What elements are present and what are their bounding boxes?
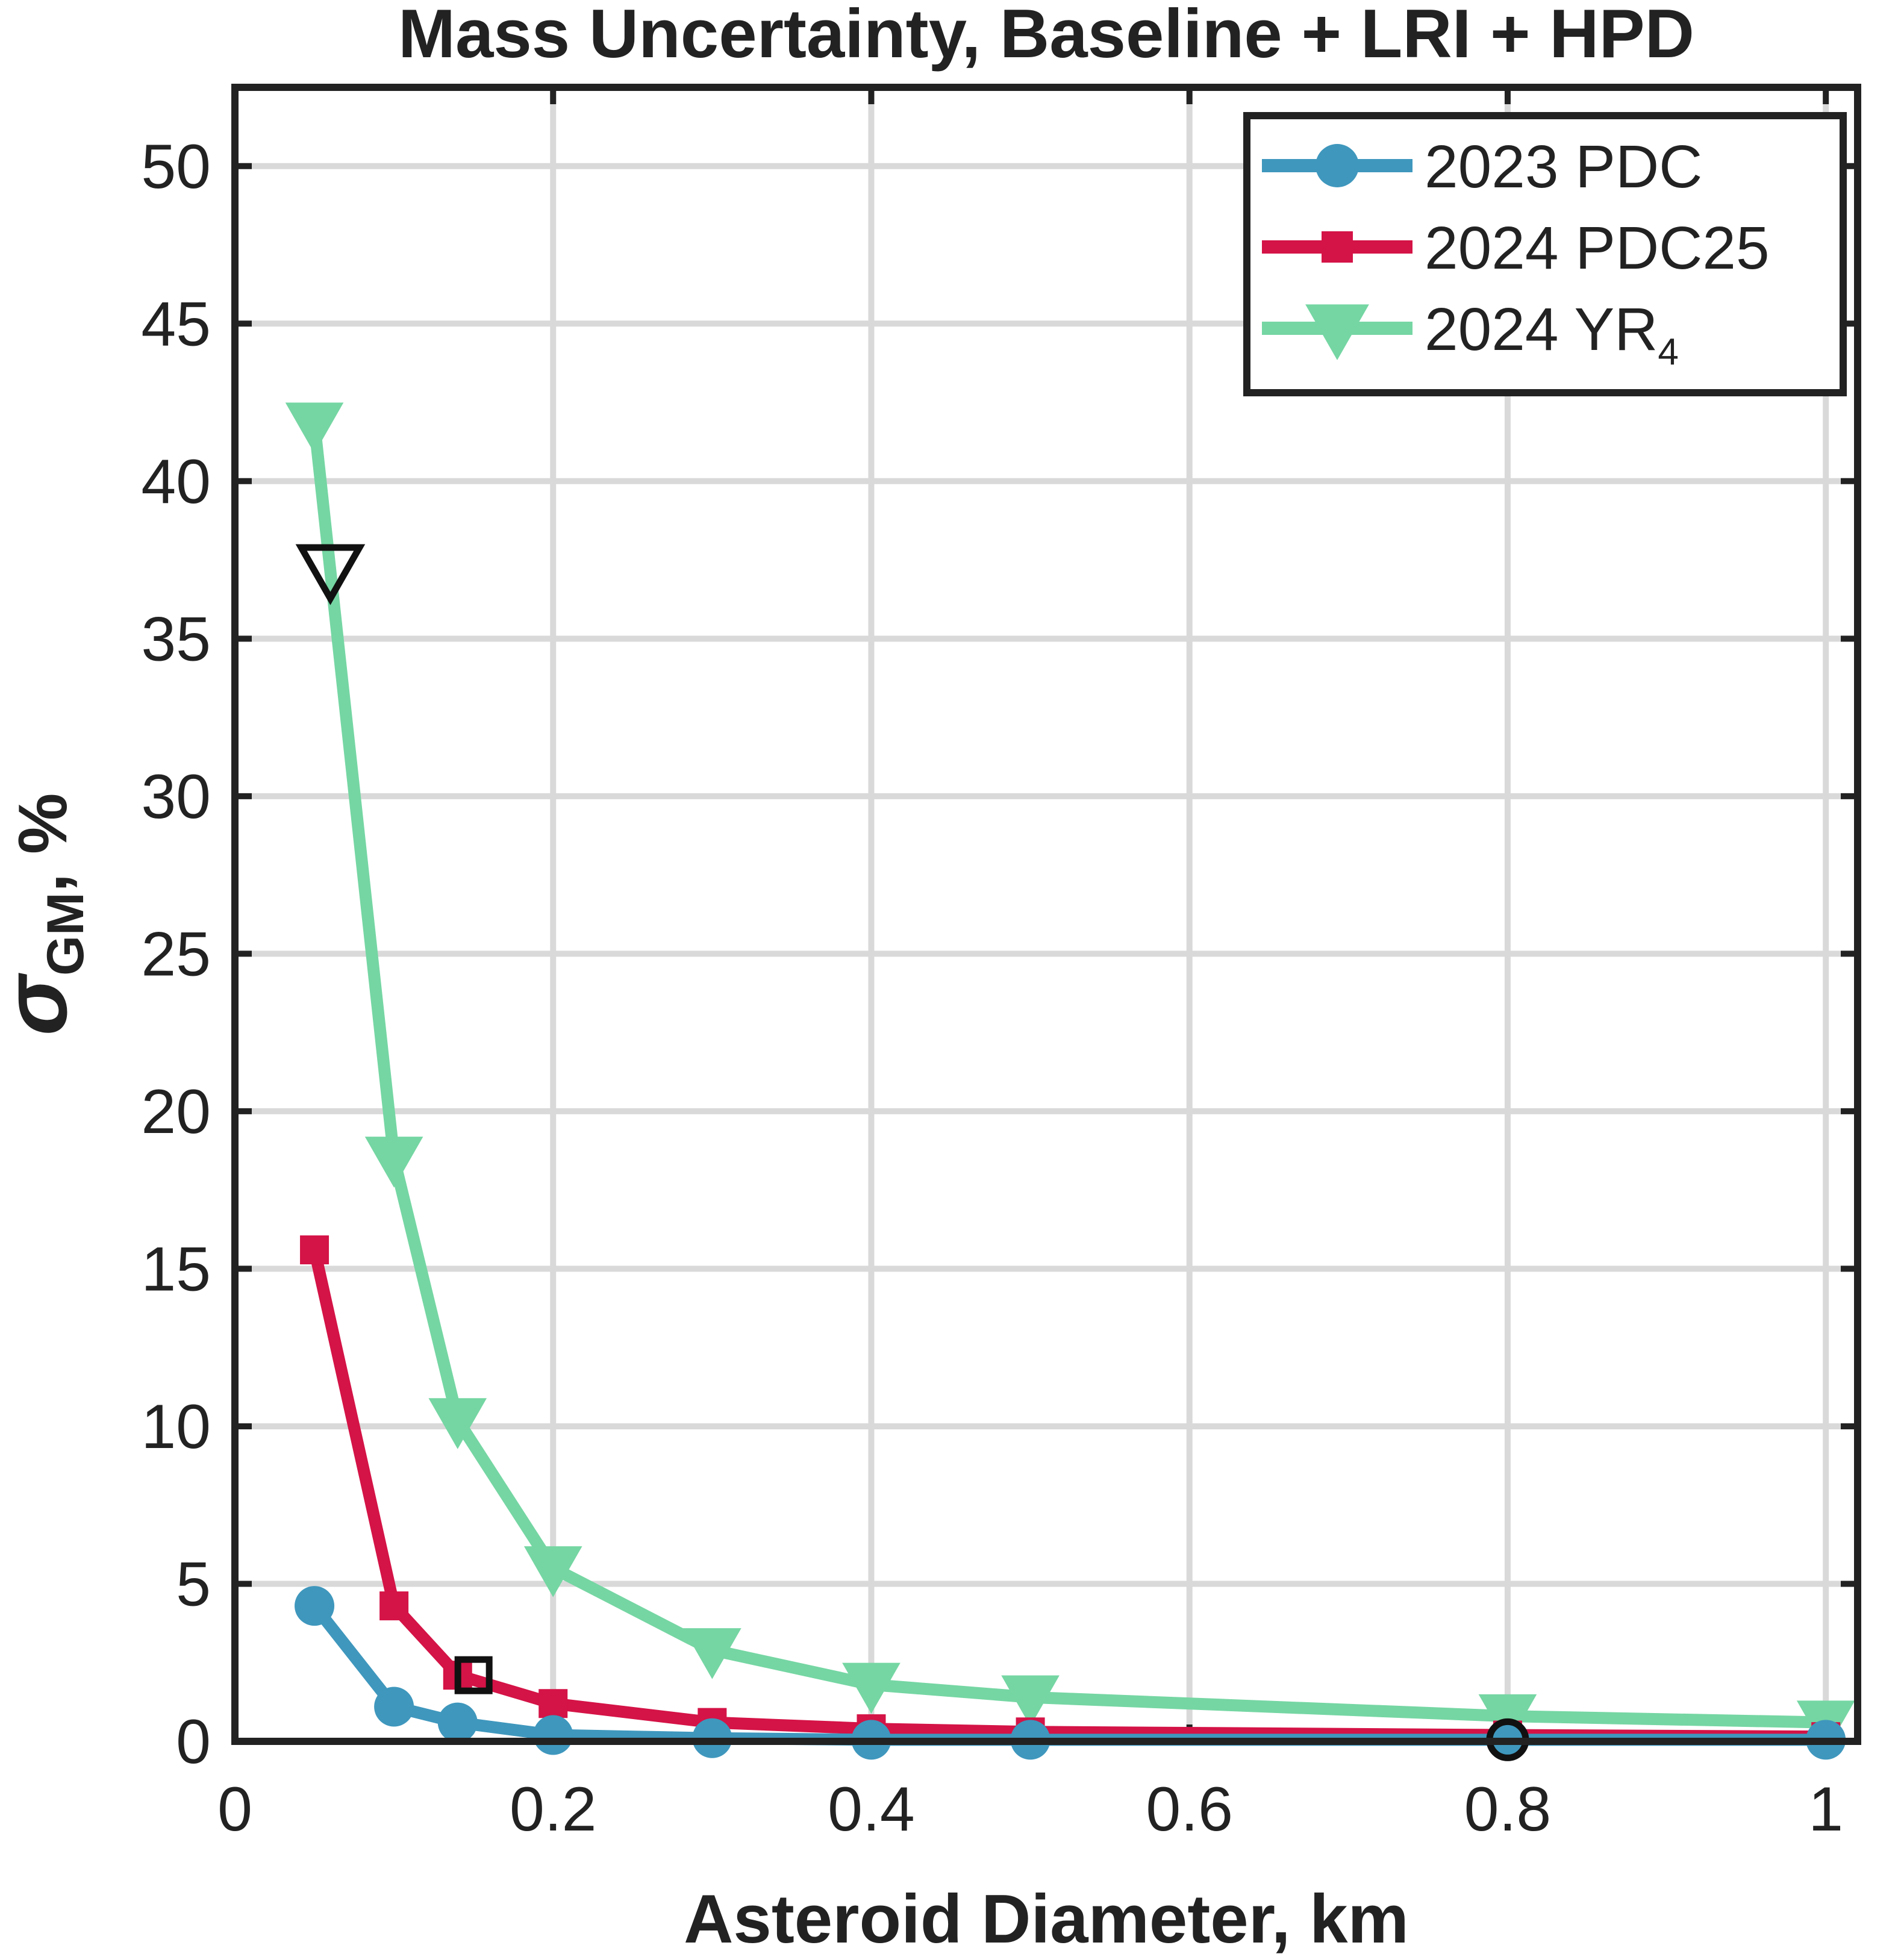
legend-marker-swatch [1305, 304, 1369, 360]
y-tick-label: 0 [176, 1707, 211, 1777]
data-point [428, 1398, 487, 1449]
highlighted-point [454, 1656, 493, 1694]
y-tick-label: 20 [141, 1077, 211, 1147]
x-tick-label: 1 [1808, 1774, 1843, 1844]
data-point [300, 1235, 329, 1265]
y-axis-label-symbol: σ [0, 972, 86, 1035]
y-tick-labels: 0 5 10 15 20 25 30 35 40 45 50 [141, 132, 211, 1777]
y-tick-label: 40 [141, 447, 211, 517]
series-2024-yr4 [285, 402, 1855, 1752]
y-tick-label: 10 [141, 1392, 211, 1462]
y-tick-label: 25 [141, 919, 211, 989]
x-tick-label: 0.6 [1146, 1774, 1233, 1844]
y-tick-label: 15 [141, 1234, 211, 1304]
legend-marker-swatch [1322, 231, 1353, 263]
chart-title: Mass Uncertainty, Baseline + LRI + HPD [398, 0, 1694, 72]
series-line [308, 418, 1832, 1729]
legend-entry-2023-pdc: 2023 PDC [1262, 133, 1702, 201]
x-tick-label: 0.4 [828, 1774, 915, 1844]
data-point [538, 1689, 568, 1718]
highlighted-points [295, 544, 1529, 1761]
y-tick-label: 35 [141, 604, 211, 674]
data-point [379, 1591, 409, 1621]
x-tick-label: 0 [217, 1774, 252, 1844]
legend-label: 2024 PDC25 [1425, 214, 1770, 282]
legend-label-text: 2024 YR [1425, 296, 1658, 363]
y-tick-label: 45 [141, 289, 211, 359]
y-tick-label: 50 [141, 132, 211, 202]
y-axis-label-subscript: GM [37, 892, 95, 976]
data-point [295, 1586, 335, 1626]
data-point [523, 1546, 582, 1597]
legend-label: 2023 PDC [1425, 133, 1702, 201]
data-point [437, 1702, 478, 1743]
legend-marker-swatch [1316, 144, 1359, 187]
series-2024-pdc25 [300, 1235, 1841, 1752]
y-tick-label: 30 [141, 762, 211, 832]
series-line [308, 1244, 1832, 1743]
x-tick-labels: 0 0.2 0.4 0.6 0.8 1 [217, 1774, 1843, 1844]
legend-label: 2024 YR4 [1425, 296, 1679, 373]
x-tick-label: 0.8 [1464, 1774, 1552, 1844]
data-point [533, 1715, 573, 1755]
legend-entries: 2023 PDC 2024 PDC25 2024 YR4 [1262, 133, 1770, 373]
legend-label-text: 2024 PDC25 [1425, 214, 1770, 282]
data-point [364, 1137, 423, 1188]
highlighted-point [295, 544, 366, 605]
data-point [374, 1687, 414, 1727]
data-point [683, 1628, 741, 1679]
legend-label-text: 2023 PDC [1425, 133, 1702, 201]
x-tick-label: 0.2 [510, 1774, 597, 1844]
y-axis-label-suffix: , % [5, 793, 81, 893]
data-point [842, 1662, 901, 1714]
y-axis-label: σGM, % [0, 793, 95, 1036]
legend-entry-2024-pdc25: 2024 PDC25 [1262, 214, 1770, 282]
data-point [1001, 1675, 1060, 1727]
y-tick-label: 5 [176, 1549, 211, 1619]
legend-label-subscript: 4 [1658, 331, 1678, 373]
data-point [285, 402, 344, 454]
series-lines [285, 402, 1855, 1760]
plot-frame [231, 84, 1861, 1745]
x-axis-label: Asteroid Diameter, km [684, 1881, 1409, 1958]
legend-entry-2024-yr4: 2024 YR4 [1262, 296, 1679, 373]
legend: 2023 PDC 2024 PDC25 2024 YR4 [1243, 112, 1847, 396]
